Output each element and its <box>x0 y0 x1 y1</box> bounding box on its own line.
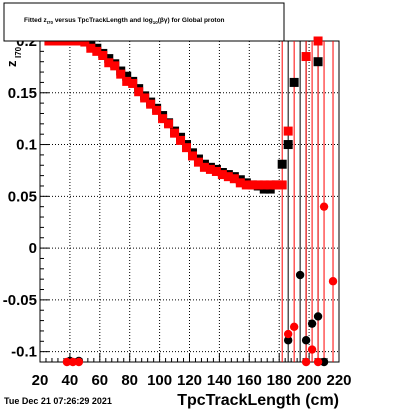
y-tick-label: -0.1 <box>11 344 37 361</box>
data-point-square <box>140 93 150 103</box>
data-point-circle <box>301 357 311 367</box>
data-point-square <box>301 52 311 62</box>
svg-text:z: z <box>4 60 19 67</box>
data-point-square <box>164 119 174 129</box>
data-point-square <box>116 69 126 79</box>
data-point-circle <box>328 277 338 286</box>
svg-text:I70: I70 <box>14 46 23 58</box>
chart-title: Fitted zI70 versus TpcTrackLength and lo… <box>24 17 225 25</box>
data-point-circle <box>283 336 293 345</box>
data-point-circle <box>68 357 78 367</box>
data-point-circle <box>74 357 84 367</box>
x-tick-label: 60 <box>91 372 108 389</box>
data-point-square <box>152 105 162 115</box>
data-point-square <box>313 57 323 67</box>
data-point-circle <box>62 357 72 367</box>
data-point-square <box>229 174 239 184</box>
y-tick-label: 0.1 <box>16 137 37 154</box>
data-point-square <box>265 180 275 190</box>
data-point-square <box>277 159 287 169</box>
x-tick-label: 160 <box>237 372 262 389</box>
data-point-square <box>122 71 132 81</box>
data-point-square <box>283 126 293 136</box>
data-point-square <box>158 114 168 124</box>
data-point-square <box>205 164 215 174</box>
data-point-square <box>176 135 186 145</box>
data-point-circle <box>307 345 317 354</box>
x-tick-label: 140 <box>207 372 232 389</box>
data-point-square <box>283 140 293 150</box>
data-point-square <box>289 77 299 87</box>
data-point-square <box>182 143 192 153</box>
data-point-square <box>217 170 227 180</box>
y-tick-label: 0.15 <box>8 85 37 102</box>
y-tick-label: 0.05 <box>8 188 37 205</box>
data-point-square <box>241 180 251 190</box>
x-tick-label: 40 <box>62 372 79 389</box>
data-point-square <box>271 180 281 190</box>
data-point-circle <box>319 357 329 367</box>
data-point-square <box>80 37 90 47</box>
x-tick-label: 100 <box>147 372 172 389</box>
data-markers <box>44 36 338 367</box>
y-tick-label: -0.05 <box>3 292 37 309</box>
data-point-circle <box>307 319 317 328</box>
data-point-square <box>146 99 156 109</box>
data-point-square <box>235 178 245 188</box>
title-box <box>3 2 285 42</box>
data-point-square <box>277 180 287 190</box>
x-axis-title: TpcTrackLength (cm) <box>177 392 339 409</box>
data-point-circle <box>283 329 293 339</box>
x-tick-label: 220 <box>326 372 351 389</box>
error-bars <box>281 41 334 362</box>
x-tick-label: 200 <box>297 372 322 389</box>
data-point-circle <box>319 202 329 211</box>
data-point-square <box>104 58 114 68</box>
x-tick-label: 20 <box>32 372 49 389</box>
data-point-square <box>86 43 96 53</box>
data-point-circle <box>289 322 299 331</box>
data-point-square <box>170 128 180 138</box>
data-point-square <box>122 76 132 86</box>
data-point-circle <box>313 357 323 367</box>
data-point-square <box>110 61 120 71</box>
data-point-square <box>187 151 197 161</box>
data-point-square <box>98 50 108 60</box>
data-point-circle <box>295 270 305 280</box>
data-point-square <box>199 162 209 172</box>
data-point-square <box>134 87 144 97</box>
y-axis-title: z I70 <box>4 46 23 67</box>
x-tick-label: 120 <box>177 372 202 389</box>
data-point-square <box>193 157 203 167</box>
data-point-square <box>128 78 138 88</box>
data-point-square <box>247 180 257 190</box>
x-tick-label: 80 <box>121 372 138 389</box>
data-point-square <box>253 180 263 190</box>
x-tick-label: 180 <box>267 372 292 389</box>
data-point-square <box>223 172 233 182</box>
y-tick-label: 0 <box>29 240 37 257</box>
data-point-square <box>211 166 221 176</box>
data-point-square <box>313 36 323 46</box>
data-point-square <box>259 180 269 190</box>
data-point-circle <box>313 312 323 321</box>
data-point-circle <box>301 336 311 345</box>
timestamp: Tue Dec 21 07:26:29 2021 <box>4 396 112 406</box>
data-point-square <box>92 46 102 56</box>
